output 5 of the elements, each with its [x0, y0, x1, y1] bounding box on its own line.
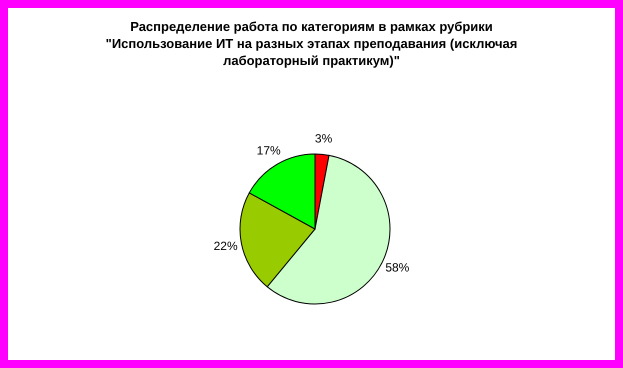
data-label: 22%	[214, 239, 238, 254]
data-label: 3%	[314, 131, 333, 146]
data-label: 58%	[385, 260, 410, 275]
chart-title: Распределение работа по категориям в рамках рубрики "Использование ИТ на разных этапах преподавания (исключая лабораторный практикум)"	[104, 18, 518, 69]
data-label: 17%	[256, 144, 282, 158]
